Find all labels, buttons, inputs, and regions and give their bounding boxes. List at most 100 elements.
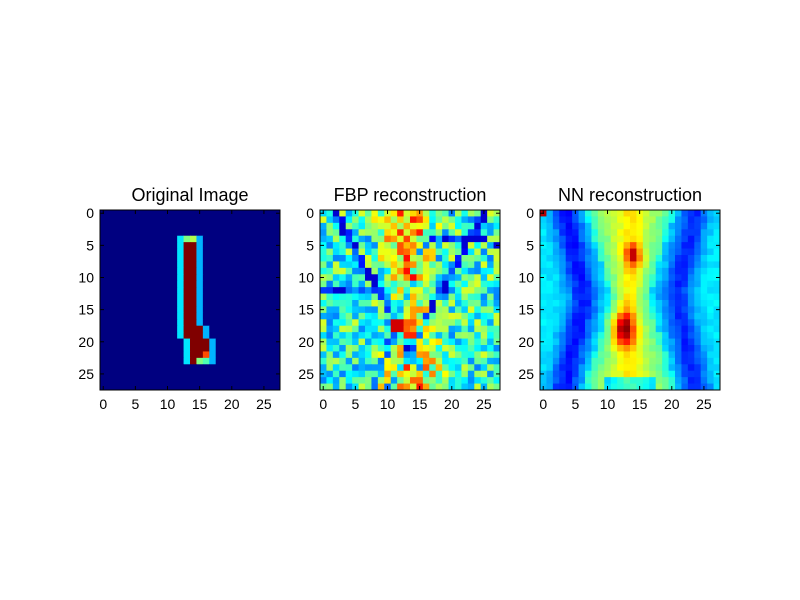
- heatmap-cell: [100, 261, 107, 269]
- heatmap-cell: [267, 255, 274, 262]
- heatmap-cell: [623, 222, 631, 230]
- heatmap-cell: [339, 229, 347, 237]
- heatmap-cell: [546, 274, 554, 282]
- heatmap-cell: [642, 332, 650, 339]
- heatmap-cell: [442, 222, 449, 230]
- heatmap-cell: [461, 216, 469, 224]
- heatmap-cell: [552, 364, 560, 372]
- heatmap-cell: [228, 222, 236, 230]
- heatmap-cell: [410, 332, 417, 339]
- heatmap-cell: [461, 274, 469, 282]
- heatmap-cell: [591, 274, 599, 282]
- heatmap-cell: [694, 351, 702, 359]
- heatmap-cell: [649, 261, 657, 269]
- heatmap-cell: [164, 312, 172, 320]
- heatmap-cell: [565, 267, 573, 275]
- heatmap-cell: [604, 338, 612, 346]
- heatmap-cell: [597, 312, 605, 320]
- heatmap-cell: [435, 332, 443, 339]
- heatmap-cell: [358, 383, 366, 391]
- heatmap-cell: [416, 280, 424, 288]
- heatmap-cell: [578, 364, 586, 372]
- heatmap-cell: [578, 351, 586, 359]
- heatmap-cell: [397, 280, 404, 288]
- heatmap-cell: [623, 261, 631, 269]
- heatmap-cell: [183, 210, 191, 217]
- heatmap-cell: [636, 267, 644, 275]
- heatmap-cell: [410, 293, 417, 301]
- heatmap-cell: [565, 274, 573, 282]
- heatmap-cell: [572, 345, 579, 352]
- heatmap-cell: [410, 210, 417, 217]
- heatmap-cell: [467, 319, 475, 327]
- heatmap-cell: [578, 274, 586, 282]
- heatmap-cell: [119, 280, 127, 288]
- heatmap-cell: [164, 261, 172, 269]
- heatmap-cell: [707, 267, 714, 275]
- heatmap-cell: [235, 332, 242, 339]
- heatmap-cell: [410, 280, 417, 288]
- heatmap-cell: [241, 274, 249, 282]
- heatmap-cell: [339, 306, 347, 314]
- heatmap-cell: [604, 229, 612, 237]
- heatmap-cell: [196, 255, 204, 262]
- heatmap-cell: [422, 351, 430, 359]
- heatmap-cell: [480, 351, 488, 359]
- heatmap-cell: [681, 370, 689, 378]
- heatmap-cell: [151, 351, 159, 359]
- heatmap-cell: [429, 274, 437, 282]
- heatmap-cell: [390, 210, 398, 217]
- heatmap-cell: [416, 357, 424, 365]
- heatmap-cell: [623, 274, 631, 282]
- heatmap-cell: [190, 345, 197, 352]
- heatmap-cell: [326, 312, 334, 320]
- heatmap-cell: [578, 267, 586, 275]
- heatmap-cell: [138, 332, 146, 339]
- heatmap-cell: [377, 306, 385, 314]
- heatmap-cell: [416, 222, 424, 230]
- heatmap-cell: [585, 255, 592, 262]
- heatmap-cell: [320, 287, 327, 294]
- heatmap-cell: [138, 364, 146, 372]
- heatmap-cell: [565, 222, 573, 230]
- heatmap-cell: [585, 242, 592, 249]
- heatmap-cell: [132, 325, 139, 333]
- heatmap-cell: [435, 222, 443, 230]
- heatmap-cell: [209, 222, 217, 230]
- heatmap-cell: [260, 255, 268, 262]
- heatmap-cell: [617, 242, 624, 249]
- heatmap-cell: [604, 319, 612, 327]
- heatmap-cell: [339, 267, 347, 275]
- heatmap-cell: [604, 306, 612, 314]
- heatmap-cell: [320, 319, 327, 327]
- heatmap-cell: [371, 312, 379, 320]
- heatmap-cell: [235, 357, 242, 365]
- heatmap-cell: [164, 293, 172, 301]
- heatmap-cell: [487, 351, 494, 359]
- heatmap-cell: [700, 332, 708, 339]
- heatmap-cell: [177, 235, 184, 243]
- heatmap-cell: [675, 383, 682, 391]
- heatmap-cell: [260, 280, 268, 288]
- heatmap-cell: [694, 235, 702, 243]
- heatmap-cell: [397, 357, 404, 365]
- heatmap-cell: [455, 383, 462, 391]
- heatmap-cell: [707, 383, 714, 391]
- heatmap-cell: [332, 242, 340, 249]
- heatmap-cell: [164, 306, 172, 314]
- heatmap-cell: [241, 357, 249, 365]
- heatmap-cell: [235, 287, 242, 294]
- heatmap-cell: [164, 300, 172, 307]
- heatmap-cell: [260, 319, 268, 327]
- heatmap-cell: [247, 383, 255, 391]
- heatmap-cell: [228, 312, 236, 320]
- heatmap-cell: [461, 261, 469, 269]
- heatmap-cell: [487, 345, 494, 352]
- heatmap-cell: [384, 261, 392, 269]
- heatmap-cell: [617, 377, 624, 384]
- heatmap-cell: [410, 325, 417, 333]
- heatmap-cell: [642, 267, 650, 275]
- heatmap-cell: [617, 325, 624, 333]
- heatmap-cell: [358, 351, 366, 359]
- heatmap-cell: [713, 293, 721, 301]
